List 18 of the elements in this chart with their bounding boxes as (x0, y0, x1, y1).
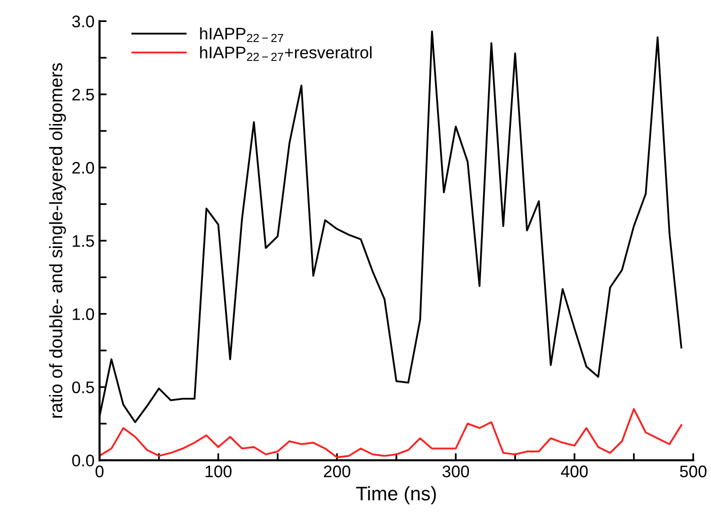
x-tick-label: 200 (324, 466, 350, 478)
legend-label: hIAPP$_{22−27}$ (200, 27, 284, 42)
x-axis-title: Time (ns) (356, 486, 436, 504)
x-tick-label: 100 (206, 466, 232, 478)
y-axis-title: ratio of double- and single-layered oligomers (49, 63, 66, 418)
y-tick-label: 0.0 (72, 454, 94, 466)
x-tick-label: 500 (680, 466, 706, 478)
x-tick-label: 300 (442, 466, 470, 478)
y-tick-label: 1.5 (72, 235, 94, 247)
line-series (100, 408, 682, 458)
x-tick-label: 400 (560, 466, 588, 478)
y-tick-label: 0.5 (72, 381, 94, 394)
y-tick-label: 1.0 (72, 308, 94, 320)
y-tick-label: 2.5 (72, 88, 94, 101)
y-tick-label: 3.0 (72, 16, 94, 28)
legend-label: hIAPP$_{22−27}$+resveratrol (200, 46, 372, 61)
y-tick-label: 2.0 (72, 162, 94, 174)
x-tick-label: 0 (96, 466, 104, 478)
